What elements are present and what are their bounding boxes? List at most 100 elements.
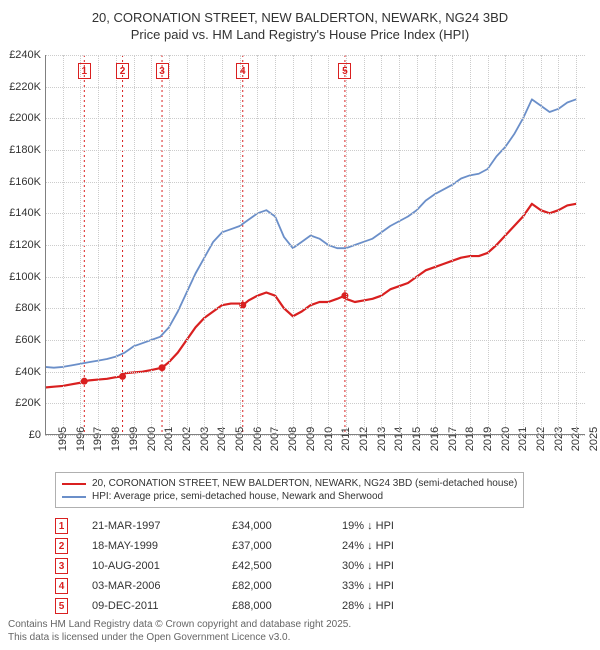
gridline-vertical [558, 55, 559, 435]
y-axis-tick-label: £240K [9, 49, 41, 61]
gridline-horizontal [45, 87, 585, 88]
sales-row: 5 09-DEC-2011£88,00028% ↓ HPI [55, 596, 472, 616]
y-axis-tick-label: £100K [9, 271, 41, 283]
sales-row: 4 03-MAR-2006£82,00033% ↓ HPI [55, 576, 472, 596]
gridline-vertical [151, 55, 152, 435]
gridline-vertical [116, 55, 117, 435]
sales-row-marker: 5 [55, 598, 68, 614]
sales-row-pct: 33% ↓ HPI [342, 580, 472, 592]
sales-row-date: 03-MAR-2006 [92, 580, 232, 592]
sales-row-date: 10-AUG-2001 [92, 560, 232, 572]
plot-area: £0£20K£40K£60K£80K£100K£120K£140K£160K£1… [45, 55, 585, 435]
sales-row-price: £34,000 [232, 520, 342, 532]
gridline-vertical [470, 55, 471, 435]
title-line-2: Price paid vs. HM Land Registry's House … [131, 27, 469, 42]
gridline-vertical [435, 55, 436, 435]
gridline-vertical [134, 55, 135, 435]
gridline-vertical [346, 55, 347, 435]
y-axis-tick-label: £220K [9, 81, 41, 93]
sale-marker-dot [341, 292, 348, 299]
sales-row-price: £37,000 [232, 540, 342, 552]
sales-table: 1 21-MAR-1997£34,00019% ↓ HPI 2 18-MAY-1999… [55, 516, 472, 616]
y-axis-tick-label: £0 [29, 429, 41, 441]
gridline-vertical [169, 55, 170, 435]
gridline-vertical [505, 55, 506, 435]
legend: 20, CORONATION STREET, NEW BALDERTON, NE… [55, 472, 524, 508]
chart-container: 20, CORONATION STREET, NEW BALDERTON, NE… [0, 0, 600, 650]
footer-line-1: Contains HM Land Registry data © Crown c… [8, 619, 351, 630]
legend-swatch [62, 483, 86, 485]
y-axis-tick-label: £200K [9, 112, 41, 124]
legend-label: HPI: Average price, semi-detached house,… [92, 491, 383, 502]
sale-marker-dot [119, 373, 126, 380]
gridline-horizontal [45, 182, 585, 183]
gridline-vertical [240, 55, 241, 435]
gridline-vertical [399, 55, 400, 435]
gridline-vertical [293, 55, 294, 435]
gridline-vertical [275, 55, 276, 435]
gridline-vertical [381, 55, 382, 435]
gridline-vertical [488, 55, 489, 435]
y-axis-tick-label: £140K [9, 207, 41, 219]
gridline-horizontal [45, 372, 585, 373]
sales-row-pct: 19% ↓ HPI [342, 520, 472, 532]
gridline-vertical [63, 55, 64, 435]
legend-row: HPI: Average price, semi-detached house,… [62, 490, 517, 503]
sales-row-date: 18-MAY-1999 [92, 540, 232, 552]
sale-marker-box: 4 [236, 63, 249, 79]
y-axis-tick-label: £80K [15, 302, 41, 314]
gridline-horizontal [45, 277, 585, 278]
footer-line-2: This data is licensed under the Open Gov… [8, 632, 290, 643]
sales-row-marker: 1 [55, 518, 68, 534]
gridline-horizontal [45, 213, 585, 214]
gridline-vertical [80, 55, 81, 435]
gridline-horizontal [45, 340, 585, 341]
sales-row-price: £82,000 [232, 580, 342, 592]
sales-row-marker: 3 [55, 558, 68, 574]
gridline-horizontal [45, 150, 585, 151]
title-line-1: 20, CORONATION STREET, NEW BALDERTON, NE… [92, 10, 508, 25]
gridline-vertical [187, 55, 188, 435]
sales-row: 1 21-MAR-1997£34,00019% ↓ HPI [55, 516, 472, 536]
gridline-vertical [523, 55, 524, 435]
legend-swatch [62, 496, 86, 498]
sales-row-pct: 24% ↓ HPI [342, 540, 472, 552]
sales-row: 2 18-MAY-1999£37,00024% ↓ HPI [55, 536, 472, 556]
gridline-vertical [364, 55, 365, 435]
gridline-vertical [576, 55, 577, 435]
sales-row-price: £42,500 [232, 560, 342, 572]
gridline-horizontal [45, 308, 585, 309]
sales-row-marker: 2 [55, 538, 68, 554]
legend-label: 20, CORONATION STREET, NEW BALDERTON, NE… [92, 478, 517, 489]
gridline-vertical [311, 55, 312, 435]
legend-row: 20, CORONATION STREET, NEW BALDERTON, NE… [62, 477, 517, 490]
gridline-vertical [98, 55, 99, 435]
gridline-horizontal [45, 118, 585, 119]
gridline-vertical [417, 55, 418, 435]
chart-title: 20, CORONATION STREET, NEW BALDERTON, NE… [0, 0, 600, 44]
gridline-vertical [541, 55, 542, 435]
sale-marker-box: 1 [78, 63, 91, 79]
x-axis-tick-label: 2025 [576, 427, 600, 451]
sales-row-date: 21-MAR-1997 [92, 520, 232, 532]
gridline-vertical [204, 55, 205, 435]
sale-marker-box: 3 [156, 63, 169, 79]
gridline-horizontal [45, 403, 585, 404]
gridline-vertical [452, 55, 453, 435]
y-axis-line [45, 55, 46, 435]
gridline-vertical [222, 55, 223, 435]
sale-marker-box: 2 [116, 63, 129, 79]
y-axis-tick-label: £160K [9, 176, 41, 188]
y-axis-tick-label: £180K [9, 144, 41, 156]
sales-row-date: 09-DEC-2011 [92, 600, 232, 612]
sales-row-pct: 30% ↓ HPI [342, 560, 472, 572]
sales-row-pct: 28% ↓ HPI [342, 600, 472, 612]
sale-marker-dot [81, 378, 88, 385]
gridline-horizontal [45, 245, 585, 246]
gridline-vertical [257, 55, 258, 435]
footer-attribution: Contains HM Land Registry data © Crown c… [8, 618, 351, 644]
y-axis-tick-label: £20K [15, 397, 41, 409]
sales-row: 3 10-AUG-2001£42,50030% ↓ HPI [55, 556, 472, 576]
sales-row-marker: 4 [55, 578, 68, 594]
sales-row-price: £88,000 [232, 600, 342, 612]
